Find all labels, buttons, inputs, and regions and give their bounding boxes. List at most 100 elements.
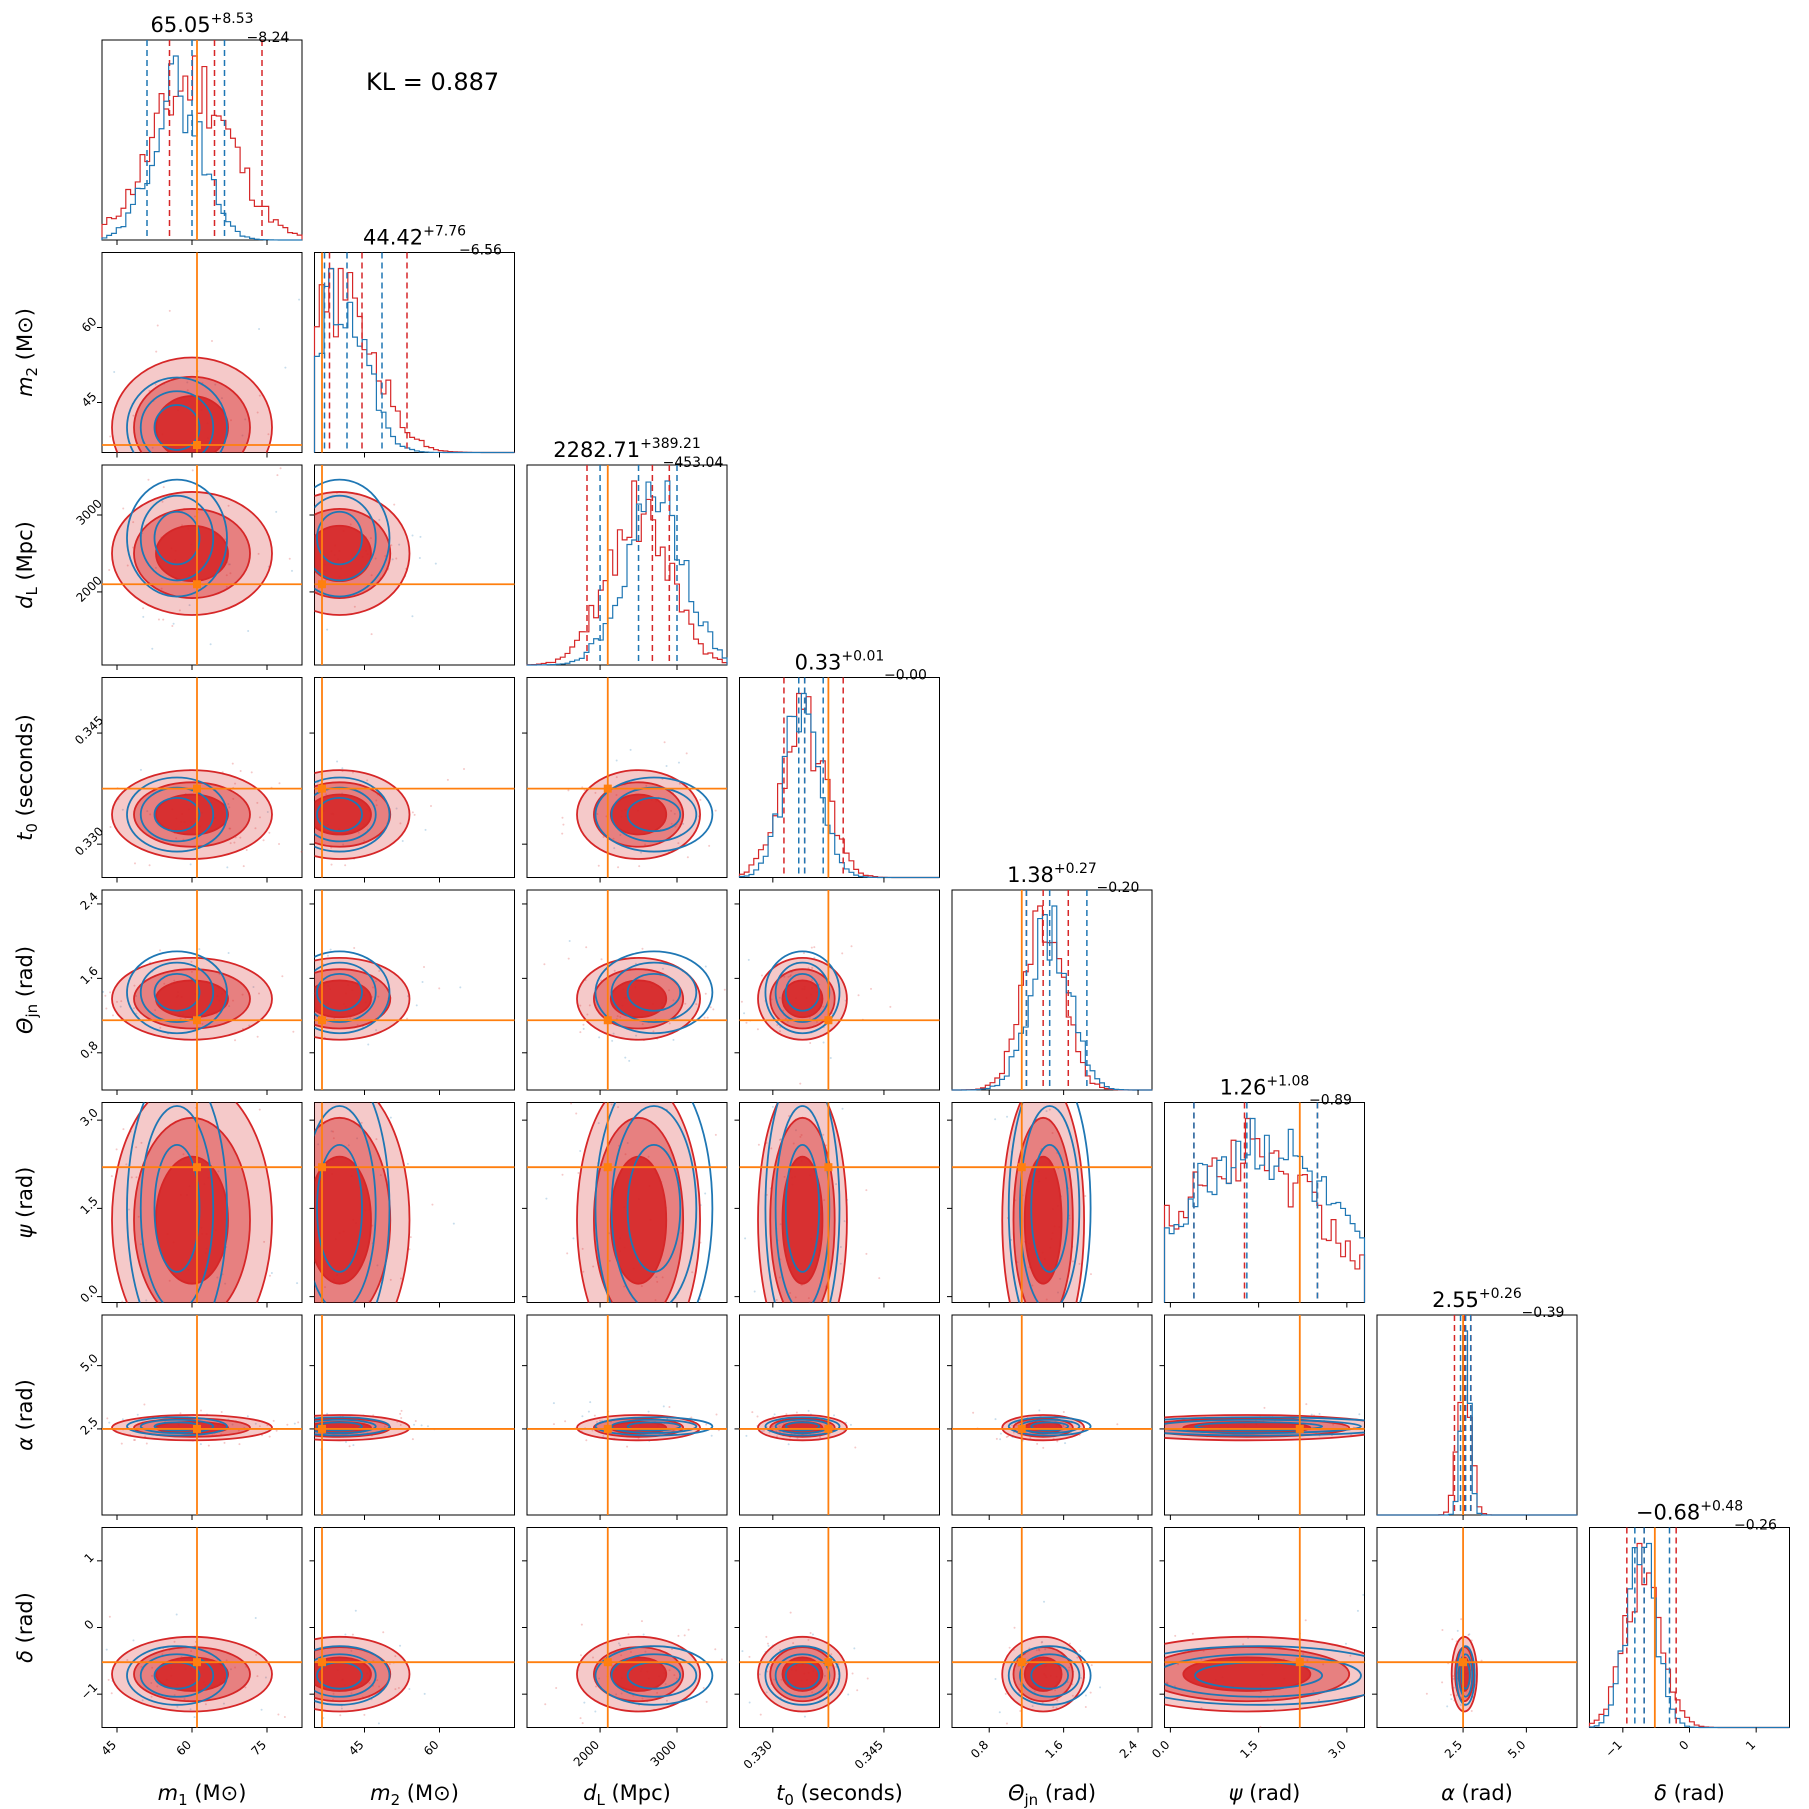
sample-point [673,1674,676,1677]
sample-point [278,782,281,785]
sample-point [368,1681,371,1684]
x-tick-label: 60 [173,1738,194,1759]
sample-point [677,1634,680,1637]
x-tick-label: 75 [248,1738,269,1759]
sample-point [252,986,255,989]
sample-point [378,518,381,521]
sample-point [645,784,648,787]
sample-point [1084,1705,1087,1708]
truth-marker [193,1658,201,1667]
y-axis-label-psi: ψ (rad) [13,1167,37,1239]
sample-point [780,1138,783,1141]
sample-point [778,1425,781,1428]
sample-point [278,843,281,846]
sample-point [415,1004,418,1007]
x-tick-label: 1.5 [1237,1738,1260,1761]
contours [1164,1527,1365,1728]
sample-point [156,324,159,327]
sample-point [761,1430,764,1433]
density-contour-a-1 [314,1653,377,1698]
sample-point [256,801,259,804]
x-axis-label-m2: m2 (M⊙) [370,1781,459,1809]
sample-point [332,1137,335,1140]
sample-point [619,833,622,836]
histogram-series-a [1163,1117,1366,1303]
sample-point [345,1441,348,1444]
sample-point [1054,1689,1057,1692]
sample-point [1048,1108,1051,1111]
sample-point [225,574,228,577]
panel-t0-dL [522,677,728,883]
sample-point [704,992,707,995]
panel-psi-t0 [734,1102,940,1308]
sample-point [109,435,112,438]
sample-point [627,1633,630,1636]
sample-point [613,847,616,850]
sample-point [182,1153,185,1156]
sample-point [356,1137,359,1140]
sample-point [807,1638,810,1641]
x-tick-label: 2000 [571,1738,602,1769]
sample-point [394,1655,397,1658]
panel-dL-dL: 2282.71+389.21−453.04 [526,436,728,670]
sample-point [1344,1642,1347,1645]
sample-point [620,1692,623,1695]
sample-point [1362,1593,1365,1596]
sample-point [715,1413,718,1416]
sample-point [1038,1649,1041,1652]
sample-point [222,1702,225,1705]
contours [102,677,302,878]
panel-title: 65.05+8.53 [150,11,253,37]
sample-point [258,816,261,819]
sample-point [326,954,329,957]
sample-point [623,1285,626,1288]
y-tick-label: 45 [79,389,100,410]
sample-point [865,1252,868,1255]
sample-point [171,625,174,628]
sample-point [122,1128,125,1131]
sample-point [429,805,432,808]
sample-point [339,1714,342,1717]
sample-point [1051,1131,1054,1134]
sample-point [438,987,441,990]
sample-point [351,771,354,774]
sample-point [132,1438,135,1441]
panel-psi-m2 [309,1102,515,1308]
sample-point [353,605,356,608]
sample-point [785,1413,788,1416]
contours [952,1315,1152,1515]
y-tick-label: 2.5 [77,1414,100,1437]
axes-frame [101,1527,303,1728]
density-contour-a-0 [371,1102,391,1303]
y-tick-label: 1 [82,1550,97,1565]
sample-point [242,865,245,868]
sample-point [256,1675,259,1678]
sample-point [336,760,339,763]
sample-point [870,987,873,990]
sample-point [813,946,816,949]
sample-point [121,808,124,811]
sample-point [583,1701,586,1704]
truth-marker [1017,1658,1026,1667]
sample-point [344,1633,347,1636]
y-tick-label: 1.5 [77,1194,100,1217]
x-axis-label-psi: ψ (rad) [1229,1781,1301,1805]
sample-point [778,996,781,999]
sample-point [134,1439,137,1442]
panel-title: 2282.71+389.21 [553,436,701,462]
y-axis-label-alpha: α (rad) [13,1379,37,1451]
panel-title: 2.55+0.26 [1432,1286,1522,1312]
sample-point [357,831,360,834]
sample-point [348,1445,351,1448]
sample-point [228,806,231,809]
panel-psi-psi: 1.26+1.08−0.89 [1163,1074,1366,1308]
truth-marker [1459,1658,1468,1667]
sample-point [125,1163,128,1166]
sample-point [254,827,257,830]
sample-point [296,1282,299,1285]
panel-dL-m1: 2000 3000 [73,464,303,670]
sample-point [1042,1446,1045,1449]
sample-point [186,389,189,392]
density-contour-a-1 [139,1105,215,1303]
density-contour-a-2 [626,973,682,1012]
